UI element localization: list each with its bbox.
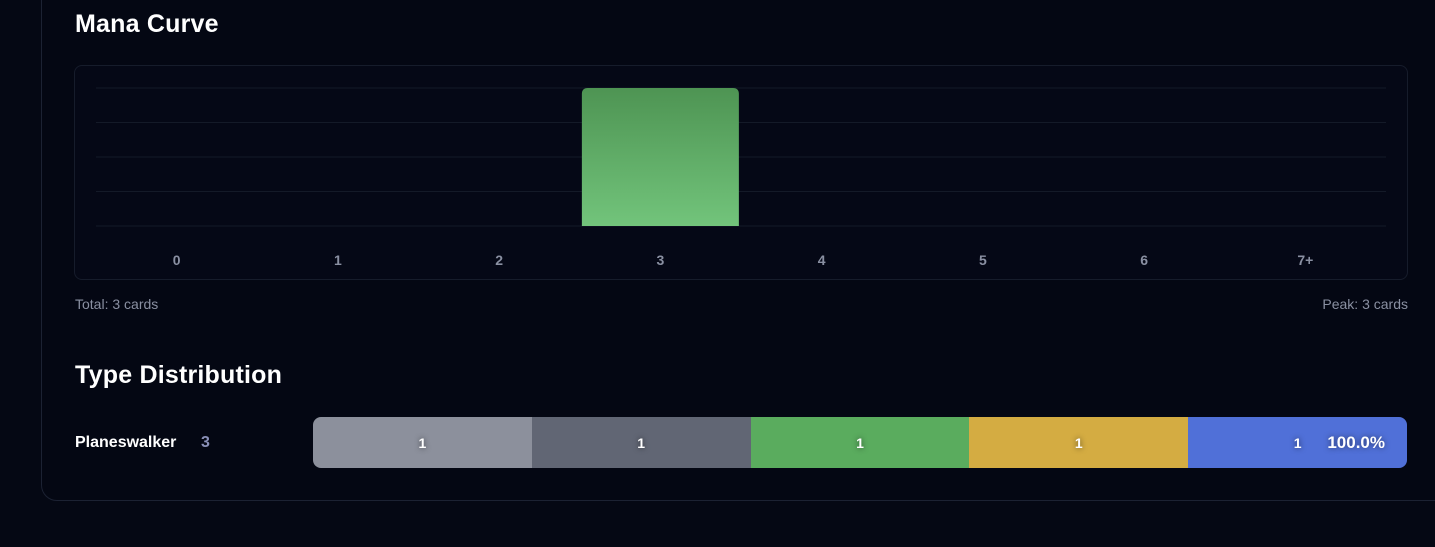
x-tick-label: 5 [979, 252, 987, 268]
type-segment[interactable]: 1 [1188, 417, 1407, 468]
x-tick-label: 3 [656, 252, 664, 268]
type-segment[interactable]: 1 [750, 417, 970, 468]
type-segment[interactable]: 1 [969, 417, 1189, 468]
type-segment[interactable]: 1 [313, 417, 532, 468]
type-segment[interactable]: 1 [531, 417, 751, 468]
mana-curve-bar-3[interactable] [581, 88, 739, 226]
type-row-label: Planeswalker [75, 434, 177, 451]
x-tick-label: 0 [173, 252, 181, 268]
x-tick-label: 4 [818, 252, 826, 268]
type-row-count: 3 [201, 434, 210, 451]
mana-curve-title: Mana Curve [75, 10, 219, 38]
peak-cards-note: Peak: 3 cards [1322, 296, 1408, 312]
mana-curve-chart: 0 1 2 3 4 5 6 7+ [96, 87, 1386, 268]
type-percent-label: 100.0% [1327, 432, 1385, 452]
x-tick-label: 1 [334, 252, 342, 268]
type-distribution-title: Type Distribution [75, 361, 283, 389]
x-tick-label: 7+ [1297, 252, 1313, 268]
x-tick-label: 2 [495, 252, 503, 268]
total-cards-note: Total: 3 cards [75, 296, 159, 312]
mana-curve-chart-frame [74, 65, 1408, 280]
type-distribution-bar[interactable]: 1 1 1 1 1 100.0% [313, 417, 1407, 468]
x-tick-label: 6 [1140, 252, 1148, 268]
